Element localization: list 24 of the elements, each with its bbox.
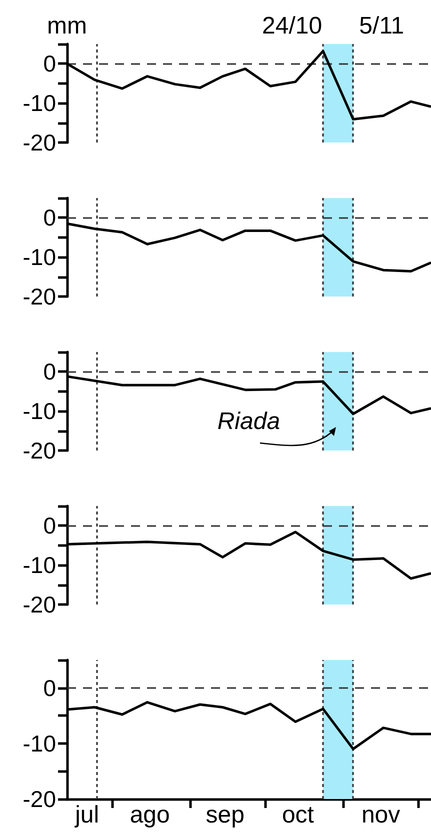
x-tick-label: jul <box>74 802 100 828</box>
x-tick-label: oct <box>282 802 314 828</box>
y-tick-label: -20 <box>22 592 56 618</box>
y-tick-label: -20 <box>22 438 56 464</box>
annotation: Riada <box>217 408 280 435</box>
ref-line-label: 24/10 <box>262 12 322 40</box>
y-tick-label: 0 <box>43 512 56 539</box>
x-tick-label: ago <box>130 802 170 828</box>
y-tick-label: -10 <box>22 244 56 270</box>
y-tick-label: -20 <box>22 284 56 310</box>
x-tick-label: nov <box>361 802 400 828</box>
y-tick-label: 0 <box>43 204 56 231</box>
y-tick-label: -10 <box>22 90 56 116</box>
ref-line-label: 5/11 <box>359 12 404 40</box>
y-tick-label: 0 <box>43 358 56 385</box>
y-tick-label: 0 <box>43 674 56 701</box>
y-tick-label: -20 <box>22 130 56 156</box>
y-tick-label: -20 <box>22 786 56 812</box>
y-tick-label: 0 <box>43 50 56 77</box>
y-tick-label: -10 <box>22 730 56 756</box>
y-axis-title: mm <box>47 12 87 40</box>
y-tick-label: -10 <box>22 552 56 578</box>
y-tick-label: -10 <box>22 398 56 424</box>
x-tick-label: sep <box>206 802 245 828</box>
